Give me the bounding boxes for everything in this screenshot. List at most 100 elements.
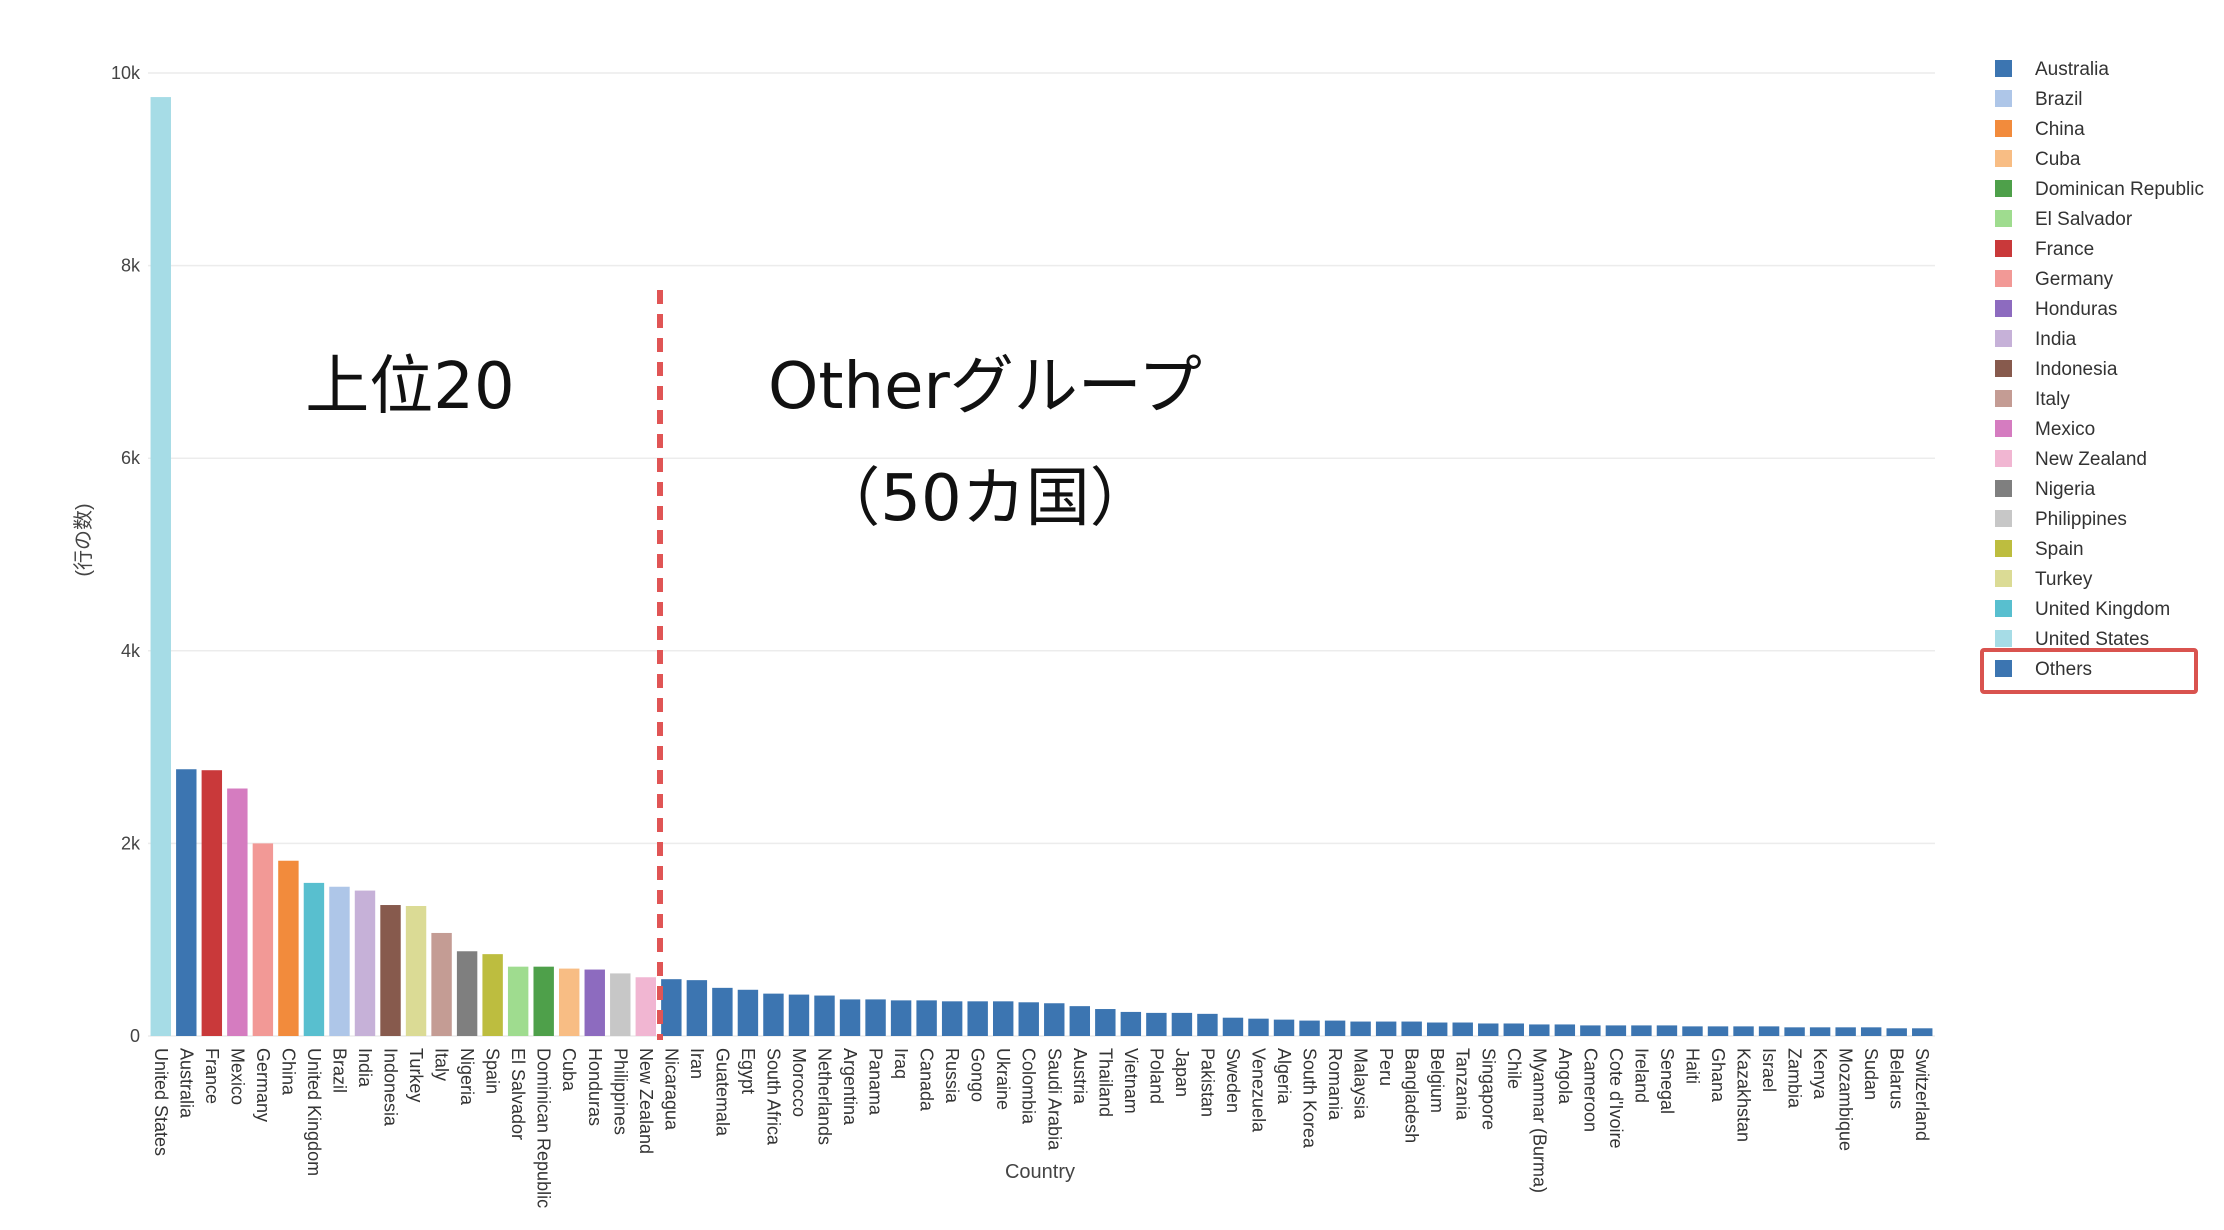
legend-swatch	[1995, 390, 2012, 407]
x-tick-label: Colombia	[1019, 1048, 1039, 1125]
bar	[1426, 1022, 1448, 1036]
bar	[329, 886, 350, 1036]
bar	[1631, 1025, 1652, 1036]
bar	[201, 770, 223, 1036]
x-tick-label: Romania	[1325, 1048, 1345, 1121]
bar	[635, 977, 657, 1036]
legend-swatch	[1995, 510, 2012, 527]
bar	[1707, 1026, 1729, 1036]
bar	[1069, 1006, 1091, 1036]
x-tick-label: United Kingdom	[304, 1048, 324, 1176]
x-tick-label: Brazil	[329, 1048, 349, 1093]
x-axis-title: Country	[1005, 1161, 1075, 1183]
x-tick-label: Morocco	[789, 1048, 809, 1117]
legend-label: Indonesia	[2035, 359, 2118, 380]
annotation-top-group: 上位20	[305, 350, 514, 424]
bar	[992, 1001, 1014, 1036]
bar	[1605, 1025, 1627, 1036]
bar	[1835, 1027, 1856, 1036]
bar	[737, 989, 759, 1036]
x-tick-label: Iraq	[891, 1048, 911, 1079]
legend-label: United Kingdom	[2035, 599, 2170, 620]
legend-label: United States	[2035, 629, 2149, 650]
x-tick-label: Ireland	[1631, 1048, 1651, 1103]
legend-label: France	[2035, 239, 2094, 260]
bar	[1733, 1026, 1754, 1036]
bar	[507, 966, 529, 1036]
bar	[176, 769, 197, 1036]
x-tick-label: Belgium	[1427, 1048, 1447, 1113]
x-tick-label: France	[202, 1048, 222, 1104]
x-tick-label: Argentina	[840, 1048, 860, 1126]
x-tick-label: Mozambique	[1836, 1048, 1856, 1151]
annotation-other-group-count: （50カ国）	[816, 462, 1153, 536]
x-tick-label: Kenya	[1810, 1048, 1830, 1100]
legend-swatch	[1995, 90, 2012, 107]
bar	[252, 843, 274, 1036]
legend-swatch	[1995, 330, 2012, 347]
x-tick-label: Bangladesh	[1402, 1048, 1422, 1143]
legend-label: India	[2035, 329, 2077, 350]
bar	[1554, 1024, 1576, 1036]
legend-swatch	[1995, 630, 2012, 647]
bar	[1197, 1013, 1218, 1036]
legend-swatch	[1995, 540, 2012, 557]
bar	[431, 932, 452, 1036]
bar	[941, 1001, 963, 1036]
bar	[1401, 1021, 1422, 1036]
legend-label: Germany	[2035, 269, 2114, 290]
legend-label: Turkey	[2035, 569, 2093, 590]
bar	[1095, 1009, 1116, 1036]
x-tick-label: Israel	[1759, 1048, 1779, 1092]
legend-swatch	[1995, 360, 2012, 377]
legend-swatch	[1995, 300, 2012, 317]
x-tick-label: Turkey	[406, 1048, 426, 1102]
y-axis-title: (行の数)	[72, 503, 95, 576]
legend-label: Australia	[2035, 59, 2109, 80]
x-tick-label: Egypt	[738, 1048, 758, 1094]
x-tick-label: Panama	[866, 1048, 886, 1116]
bar	[354, 890, 376, 1036]
bar	[1860, 1027, 1882, 1036]
bar	[916, 1000, 937, 1036]
x-tick-label: Netherlands	[815, 1048, 835, 1145]
legend-swatch	[1995, 60, 2012, 77]
bar	[1222, 1017, 1244, 1036]
x-tick-label: Japan	[1172, 1048, 1192, 1097]
x-tick-label: Sweden	[1223, 1048, 1243, 1113]
bar	[1120, 1011, 1142, 1036]
x-tick-label: Ghana	[1708, 1048, 1728, 1103]
annotation-other-group: Otherグループ	[768, 350, 1202, 424]
bar	[1171, 1012, 1193, 1036]
bar	[661, 979, 682, 1036]
x-tick-label: Russia	[942, 1048, 962, 1104]
bar	[533, 966, 554, 1036]
x-tick-label: Germany	[253, 1048, 273, 1122]
x-tick-label: Belarus	[1887, 1048, 1907, 1109]
legend-label: Nigeria	[2035, 479, 2096, 500]
legend-highlight-box	[1980, 648, 2198, 694]
bar	[482, 954, 503, 1036]
x-tick-label: Peru	[1376, 1048, 1396, 1086]
bar	[559, 968, 580, 1036]
legend-label: Philippines	[2035, 509, 2127, 530]
bar	[1503, 1023, 1524, 1036]
x-tick-label: Dominican Republic	[534, 1048, 554, 1208]
bar	[1452, 1022, 1473, 1036]
x-tick-label: Indonesia	[381, 1048, 401, 1127]
bar	[584, 969, 605, 1036]
x-tick-label: Algeria	[1274, 1048, 1294, 1105]
x-tick-label: Cameroon	[1580, 1048, 1600, 1132]
x-tick-label: United States	[151, 1048, 171, 1156]
x-tick-label: Italy	[432, 1048, 452, 1081]
x-tick-label: Senegal	[1657, 1048, 1677, 1114]
x-tick-label: Australia	[176, 1048, 196, 1119]
x-tick-label: Malaysia	[1351, 1048, 1371, 1120]
x-tick-label: New Zealand	[636, 1048, 656, 1154]
bar	[1044, 1003, 1065, 1036]
legend-swatch	[1995, 240, 2012, 257]
x-tick-label: Gongo	[968, 1048, 988, 1102]
legend-swatch	[1995, 450, 2012, 467]
bar	[967, 1001, 988, 1036]
legend-label: Spain	[2035, 539, 2084, 560]
